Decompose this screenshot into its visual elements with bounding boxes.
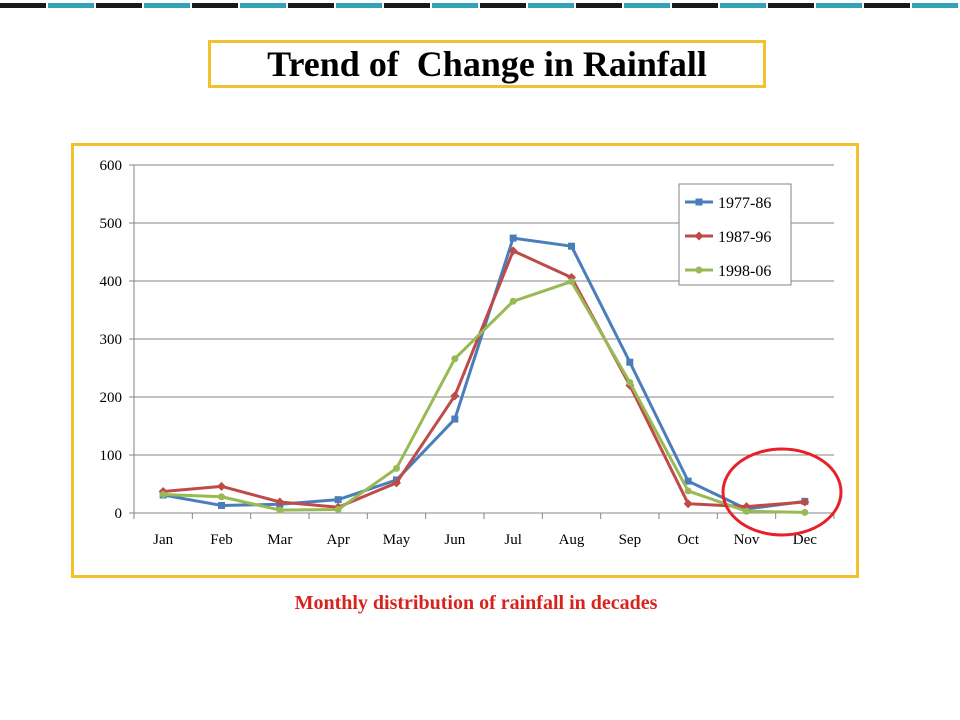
x-tick-label: Nov — [734, 532, 760, 548]
data-point — [218, 493, 225, 501]
top-bar-segment — [672, 3, 718, 8]
top-bar-segment — [288, 3, 334, 8]
series-line — [163, 249, 805, 509]
top-bar-segment — [48, 3, 94, 8]
data-point — [393, 464, 400, 472]
legend-label: 1987-96 — [718, 229, 771, 246]
series-line — [163, 280, 805, 514]
legend-marker — [694, 231, 704, 241]
data-point — [743, 507, 750, 515]
chart-frame: 0 100 200 300 400 500 600 Jan Feb Mar Apr May Jun Jul… — [71, 143, 859, 578]
x-tick-label: Aug — [559, 532, 585, 548]
rainfall-line-chart: 0 100 200 300 400 500 600 Jan Feb Mar Apr May Jun Jul… — [100, 158, 843, 548]
data-point — [568, 278, 575, 286]
legend-marker — [695, 198, 703, 206]
y-tick-label: 200 — [100, 390, 123, 406]
data-point — [392, 478, 401, 488]
data-point — [218, 501, 225, 509]
highlight-circle — [721, 447, 843, 537]
top-bar-segment — [144, 3, 190, 8]
x-tick-label: Feb — [210, 532, 233, 548]
legend-label: 1998-06 — [718, 263, 771, 280]
data-point — [451, 355, 459, 363]
data-point — [509, 297, 517, 305]
top-bar-segment — [816, 3, 862, 8]
data-point — [334, 506, 342, 514]
top-bar-segment — [912, 3, 958, 8]
data-point — [801, 508, 809, 516]
y-tick-label: 300 — [100, 332, 123, 348]
y-tick-label: 100 — [100, 448, 123, 464]
x-tick-label: Jun — [444, 532, 465, 548]
x-tick-label: May — [383, 532, 411, 548]
data-point — [626, 358, 634, 366]
data-point — [567, 273, 576, 283]
top-bar-segment — [96, 3, 142, 8]
x-tick-label: Apr — [327, 532, 350, 548]
top-bar-segment — [768, 3, 814, 8]
x-tick-label: Oct — [677, 532, 699, 548]
data-point — [684, 487, 692, 495]
x-tick-label: Mar — [267, 532, 292, 548]
x-tick-label: Sep — [619, 532, 642, 548]
data-point — [159, 490, 167, 498]
top-bar-segment — [0, 3, 46, 8]
top-bar-segment — [528, 3, 574, 8]
data-point — [683, 499, 693, 509]
data-point — [508, 246, 518, 256]
top-bar-segment — [384, 3, 430, 8]
top-bar-segment — [432, 3, 478, 8]
top-bar-segment — [720, 3, 766, 8]
data-point — [684, 477, 692, 485]
top-bar-segment — [480, 3, 526, 8]
top-bar-segment — [240, 3, 286, 8]
y-tick-label: 400 — [100, 274, 123, 290]
top-bar-segment — [864, 3, 910, 8]
top-bar-segment — [336, 3, 382, 8]
data-point — [276, 506, 284, 514]
data-point — [800, 497, 810, 507]
slide-title: Trend of Change in Rainfall — [208, 40, 766, 88]
top-bar-segment — [624, 3, 670, 8]
x-tick-label: Jan — [153, 532, 173, 548]
x-tick-label: Jul — [504, 532, 522, 548]
data-point — [275, 497, 285, 507]
data-point — [509, 234, 517, 242]
data-point — [217, 481, 226, 491]
y-tick-label: 500 — [100, 216, 123, 232]
top-decorative-bar — [0, 0, 960, 10]
data-point — [334, 496, 342, 504]
data-point — [568, 242, 575, 250]
data-point — [451, 415, 459, 423]
top-bar-segment — [576, 3, 622, 8]
y-tick-label: 0 — [115, 506, 123, 522]
chart-caption: Monthly distribution of rainfall in deca… — [294, 592, 658, 614]
legend-marker — [695, 266, 703, 274]
data-point — [450, 391, 460, 401]
top-bar-segment — [192, 3, 238, 8]
x-tick-label: Dec — [793, 532, 817, 548]
data-point — [626, 379, 634, 386]
y-tick-label: 600 — [100, 158, 123, 174]
legend-label: 1977-86 — [718, 195, 771, 212]
